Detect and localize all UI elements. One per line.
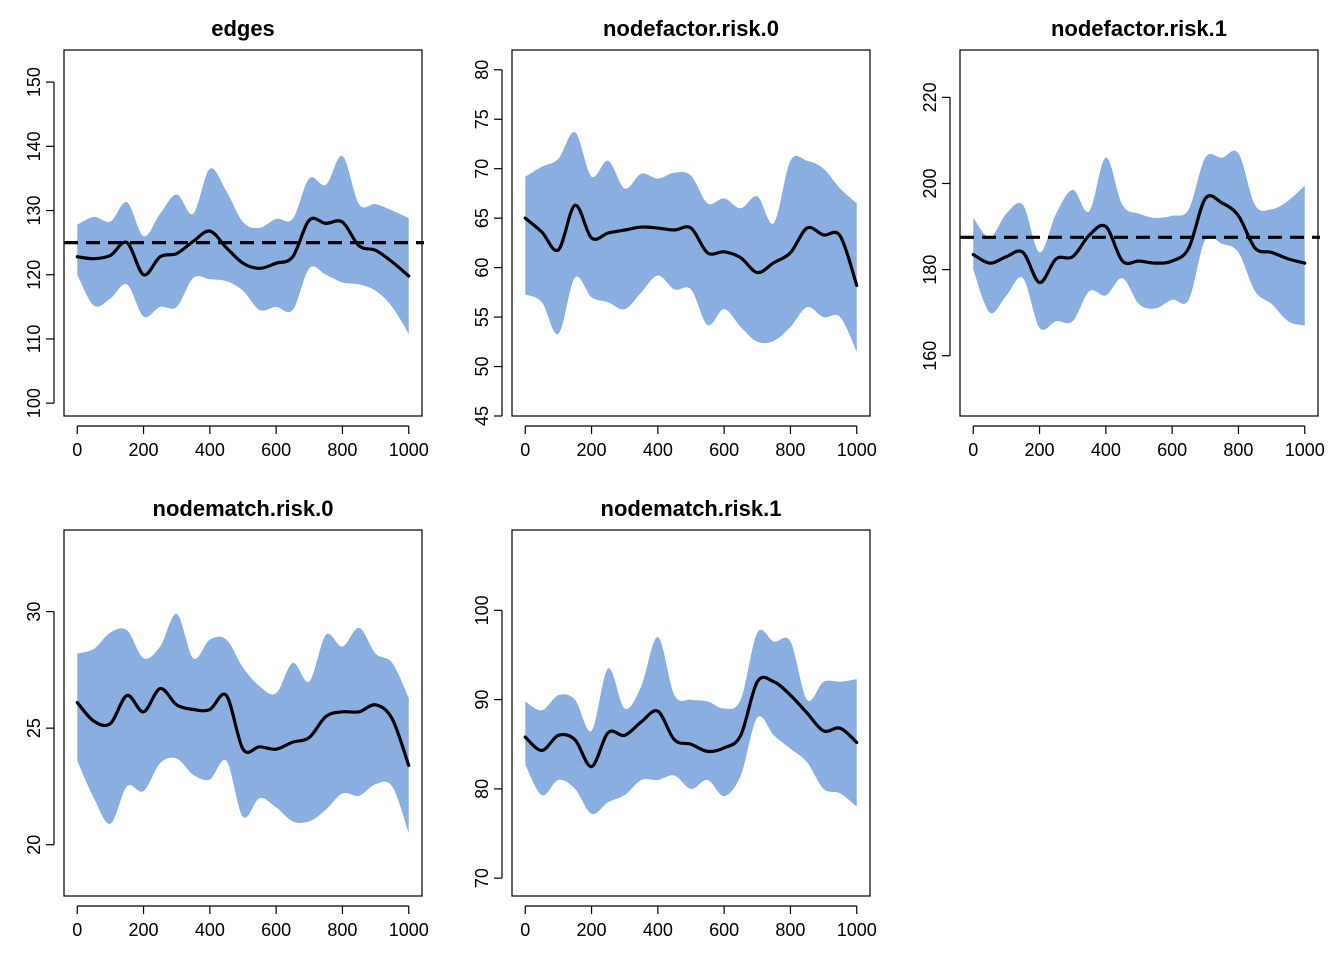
x-tick-label: 800	[327, 440, 357, 460]
x-tick-label: 1000	[837, 920, 877, 940]
x-tick-label: 200	[1025, 440, 1055, 460]
y-tick-label: 75	[472, 109, 492, 129]
y-tick-label: 100	[24, 388, 44, 418]
y-tick-label: 220	[920, 82, 940, 112]
x-tick-label: 600	[709, 920, 739, 940]
confidence-band	[525, 131, 857, 352]
y-tick-label: 70	[472, 159, 492, 179]
y-tick-label: 100	[472, 595, 492, 625]
x-tick-label: 400	[195, 920, 225, 940]
x-tick-label: 1000	[389, 440, 429, 460]
mean-line	[75, 686, 411, 768]
x-tick-label: 1000	[389, 920, 429, 940]
y-tick-label: 65	[472, 208, 492, 228]
y-tick-label: 90	[472, 690, 492, 710]
confidence-band	[77, 613, 409, 834]
y-tick-label: 70	[472, 868, 492, 888]
confidence-band	[525, 629, 857, 815]
panel-nodefactor-risk-1: nodefactor.risk.1 0 200 400 600 800 1000 160 180…	[920, 16, 1325, 460]
panel-title: edges	[211, 16, 275, 41]
x-tick-label: 0	[968, 440, 978, 460]
panel-nodematch-risk-1: nodematch.risk.1 0 200 400 600 800 1000 70 80 90 1…	[472, 496, 877, 940]
x-tick-label: 0	[72, 920, 82, 940]
y-tick-label: 150	[24, 67, 44, 97]
confidence-band	[77, 155, 409, 334]
x-tick-label: 400	[643, 920, 673, 940]
mean-line	[523, 675, 859, 769]
x-tick-label: 400	[1091, 440, 1121, 460]
y-tick-label: 160	[920, 341, 940, 371]
y-tick-label: 200	[920, 168, 940, 198]
x-tick-label: 200	[129, 440, 159, 460]
y-tick-label: 80	[472, 779, 492, 799]
plot-frame	[63, 529, 423, 897]
y-tick-label: 20	[24, 835, 44, 855]
y-tick-label: 30	[24, 602, 44, 622]
plot-frame	[63, 49, 423, 417]
x-tick-label: 600	[709, 440, 739, 460]
panel-edges: edges 0 200 400 600 800 1000 100 110 120 130 140 150	[24, 16, 429, 460]
y-tick-label: 140	[24, 131, 44, 161]
x-tick-label: 600	[261, 920, 291, 940]
x-tick-label: 800	[1223, 440, 1253, 460]
panel-title: nodematch.risk.1	[601, 496, 782, 521]
x-tick-label: 600	[1157, 440, 1187, 460]
panel-nodematch-risk-0: nodematch.risk.0 0 200 400 600 800 1000 20 25 30	[24, 496, 429, 940]
x-tick-label: 800	[327, 920, 357, 940]
y-tick-label: 120	[24, 260, 44, 290]
panel-title: nodefactor.risk.1	[1051, 16, 1227, 41]
y-tick-label: 180	[920, 255, 940, 285]
plot-frame	[511, 529, 871, 897]
mean-line	[523, 203, 859, 288]
mean-line	[75, 216, 411, 278]
panel-title: nodefactor.risk.0	[603, 16, 779, 41]
y-tick-label: 55	[472, 307, 492, 327]
plot-frame	[959, 49, 1319, 417]
x-tick-label: 0	[520, 440, 530, 460]
y-tick-label: 25	[24, 718, 44, 738]
y-tick-label: 45	[472, 406, 492, 426]
plot-frame	[511, 49, 871, 417]
panel-title: nodematch.risk.0	[153, 496, 334, 521]
x-tick-label: 200	[129, 920, 159, 940]
y-tick-label: 80	[472, 60, 492, 80]
y-tick-label: 60	[472, 258, 492, 278]
y-tick-label: 130	[24, 196, 44, 226]
x-tick-label: 600	[261, 440, 291, 460]
y-tick-label: 110	[24, 325, 44, 354]
x-tick-label: 1000	[837, 440, 877, 460]
panel-nodefactor-risk-0: nodefactor.risk.0 0 200 400 600 800 1000 45 50 55…	[472, 16, 877, 460]
x-tick-label: 800	[775, 920, 805, 940]
y-tick-label: 50	[472, 357, 492, 377]
confidence-band	[973, 150, 1305, 330]
x-tick-label: 0	[520, 920, 530, 940]
mean-line	[971, 194, 1307, 285]
x-tick-label: 200	[577, 440, 607, 460]
x-tick-label: 0	[72, 440, 82, 460]
x-tick-label: 200	[577, 920, 607, 940]
x-tick-label: 400	[643, 440, 673, 460]
x-tick-label: 800	[775, 440, 805, 460]
x-tick-label: 400	[195, 440, 225, 460]
x-tick-label: 1000	[1285, 440, 1325, 460]
